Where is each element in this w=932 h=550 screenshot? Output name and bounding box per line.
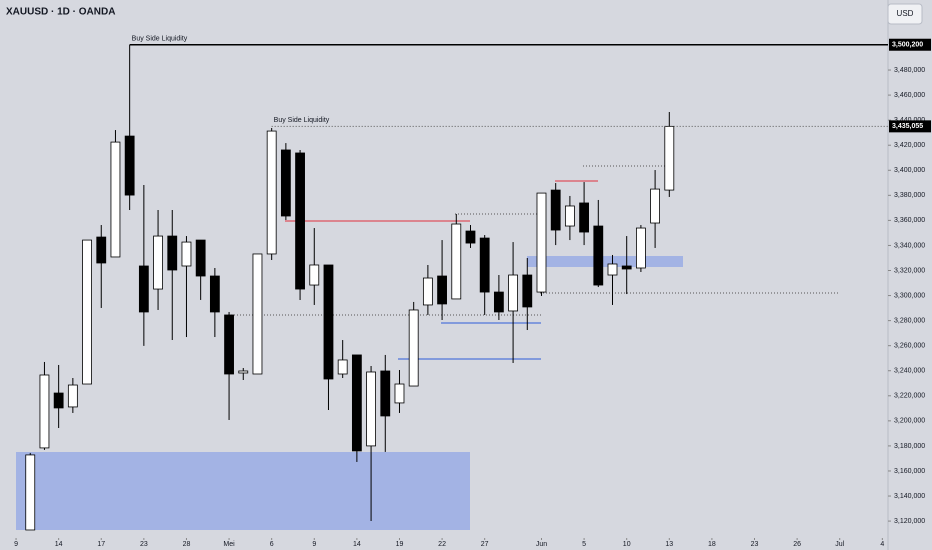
- y-tick-label: 3,240,000: [894, 368, 925, 375]
- candle-body: [25, 454, 36, 531]
- candle-body: [536, 192, 547, 293]
- y-tick-label: 3,320,000: [894, 267, 925, 274]
- candle-body: [280, 149, 291, 217]
- x-tick-label: 9: [312, 541, 316, 548]
- y-tick-label: 3,180,000: [894, 443, 925, 450]
- x-tick-label: 6: [270, 541, 274, 548]
- candle-body: [493, 291, 504, 313]
- level-label-box: [889, 120, 931, 133]
- candle-body: [366, 371, 376, 447]
- x-tick-label: 19: [396, 541, 404, 548]
- x-tick-label: 14: [55, 541, 63, 548]
- candle-body: [323, 264, 334, 380]
- candle-body: [550, 189, 561, 231]
- y-tick-label: 3,420,000: [894, 142, 925, 149]
- x-tick-label: 23: [751, 541, 759, 548]
- candle-body: [508, 274, 518, 312]
- x-tick-label: 13: [665, 541, 673, 548]
- y-tick-label: 3,340,000: [894, 242, 925, 249]
- x-tick-label: Jun: [536, 541, 547, 548]
- y-tick-label: 3,220,000: [894, 393, 925, 400]
- y-tick-label: 3,360,000: [894, 217, 925, 224]
- x-tick-label: 10: [623, 541, 631, 548]
- zone: [527, 256, 683, 267]
- currency[interactable]: USD: [897, 9, 914, 18]
- candle-body: [437, 275, 447, 305]
- candle-body: [124, 135, 135, 196]
- candle-body: [309, 264, 320, 286]
- candle-body: [422, 277, 433, 306]
- level-label-box: [889, 38, 931, 51]
- candle-body: [522, 274, 533, 308]
- candle-body: [607, 263, 618, 276]
- x-tick-label: 26: [793, 541, 801, 548]
- candle-body: [110, 141, 121, 258]
- y-tick-label: 3,400,000: [894, 167, 925, 174]
- candle-body: [479, 237, 490, 293]
- candle-body: [67, 384, 78, 408]
- candle-body: [39, 374, 50, 449]
- candle-body: [295, 152, 305, 290]
- x-tick-label: 17: [97, 541, 105, 548]
- candle-body: [564, 205, 575, 227]
- zone: [16, 452, 470, 530]
- x-tick-label: 9: [14, 541, 18, 548]
- y-tick-label: 3,380,000: [894, 192, 925, 199]
- candle-body: [167, 235, 178, 271]
- candle-body: [593, 225, 604, 286]
- level-label: 3,435,055: [892, 123, 923, 130]
- candle-body: [195, 239, 206, 277]
- candle-body: [394, 383, 405, 404]
- chart-title: XAUUSD · 1D · OANDA: [6, 7, 115, 18]
- candle-body: [153, 235, 163, 290]
- candle-body: [621, 265, 632, 270]
- candle-body: [465, 230, 476, 244]
- x-tick-label: 27: [481, 541, 489, 548]
- level-text: Buy Side Liquidity: [132, 36, 188, 43]
- candle-body: [579, 202, 589, 233]
- level-label: 3,500,200: [892, 42, 923, 49]
- y-tick-label: 3,140,000: [894, 493, 925, 500]
- x-tick-label: 4: [880, 541, 884, 548]
- candle-body: [96, 236, 107, 264]
- x-tick-label: 18: [708, 541, 716, 548]
- y-tick-label: 3,200,000: [894, 418, 925, 425]
- y-tick-label: 3,480,000: [894, 67, 925, 74]
- candle-body: [138, 265, 149, 313]
- y-tick-label: 3,160,000: [894, 468, 925, 475]
- level-text: Buy Side Liquidity: [274, 117, 330, 124]
- candle-body: [451, 223, 462, 300]
- candle-body: [82, 239, 92, 385]
- x-tick-label: Mei: [223, 541, 235, 548]
- x-tick-label: 22: [438, 541, 446, 548]
- candle-body: [380, 370, 391, 417]
- candle-body: [238, 370, 249, 374]
- candle-body: [664, 125, 675, 191]
- x-tick-label: 28: [183, 541, 191, 548]
- x-tick-label: 23: [140, 541, 148, 548]
- candle-body: [337, 359, 348, 375]
- y-tick-label: 3,260,000: [894, 343, 925, 350]
- candle-body: [181, 241, 192, 267]
- candle-body: [53, 392, 64, 409]
- candle-body: [266, 130, 277, 255]
- candle-body: [209, 275, 220, 313]
- candle-body: [635, 227, 646, 269]
- x-tick-label: Jul: [835, 541, 844, 548]
- y-tick-label: 3,120,000: [894, 518, 925, 525]
- y-tick-label: 3,280,000: [894, 317, 925, 324]
- x-tick-label: 5: [582, 541, 586, 548]
- y-tick-label: 3,300,000: [894, 292, 925, 299]
- x-tick-label: 14: [353, 541, 361, 548]
- candle-body: [650, 188, 661, 224]
- y-tick-label: 3,460,000: [894, 92, 925, 99]
- candle-body: [351, 354, 362, 452]
- candle-body: [252, 253, 263, 375]
- candle-body: [224, 314, 234, 375]
- candle-body: [408, 309, 419, 387]
